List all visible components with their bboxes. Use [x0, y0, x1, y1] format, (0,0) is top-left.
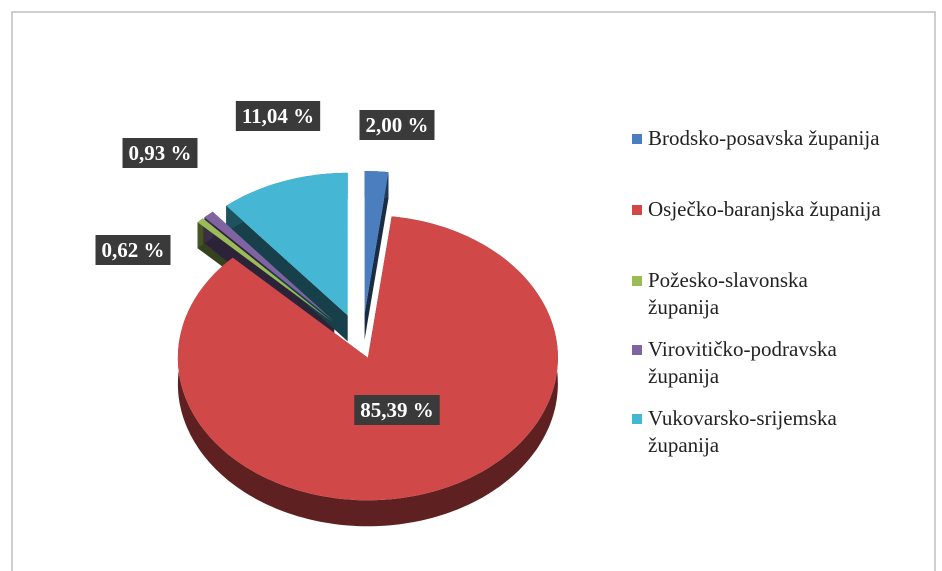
legend-label: Virovitičko-podravska županija [648, 337, 837, 388]
slice [364, 171, 389, 314]
slice [177, 216, 558, 501]
legend-swatch [632, 205, 642, 215]
slice-side [197, 218, 203, 249]
data-label-text: 11,04 % [242, 104, 314, 128]
data-label-box [95, 235, 171, 265]
slice [204, 211, 335, 322]
legend-item: Brodsko-posavska županija [632, 125, 942, 152]
legend-swatch [632, 345, 642, 355]
legend-item: Vukovarsko-srijemska županija [632, 405, 888, 459]
data-label: 11,04 % [235, 101, 321, 131]
data-label: 0,93 % [122, 138, 198, 168]
data-label-box [359, 110, 435, 140]
legend-label: Vukovarsko-srijemska županija [648, 406, 837, 457]
data-label: 2,00 % [359, 110, 435, 140]
legend-item: Osječko-baranjska županija [632, 196, 942, 223]
legend-swatch [632, 276, 642, 286]
data-label-box [235, 101, 321, 131]
legend-item: Požesko-slavonska županija [632, 267, 878, 321]
legend-label: Požesko-slavonska županija [648, 268, 808, 319]
data-label-text: 0,93 % [129, 141, 192, 165]
legend-swatch [632, 134, 642, 144]
legend-label: Osječko-baranjska županija [648, 197, 881, 221]
data-label-text: 2,00 % [366, 113, 429, 137]
frame [11, 11, 936, 571]
slice [226, 172, 348, 316]
data-label: 0,62 % [95, 235, 171, 265]
data-label-box [354, 395, 440, 425]
slice [197, 218, 333, 323]
data-label-box [122, 138, 198, 168]
data-label-text: 0,62 % [102, 238, 165, 262]
data-label-text: 85,39 % [360, 398, 434, 422]
legend-swatch [632, 414, 642, 424]
legend-label: Brodsko-posavska županija [648, 126, 880, 150]
data-label: 85,39 % [354, 395, 440, 425]
slice-side [364, 172, 389, 340]
legend-item: Virovitičko-podravska županija [632, 336, 888, 390]
